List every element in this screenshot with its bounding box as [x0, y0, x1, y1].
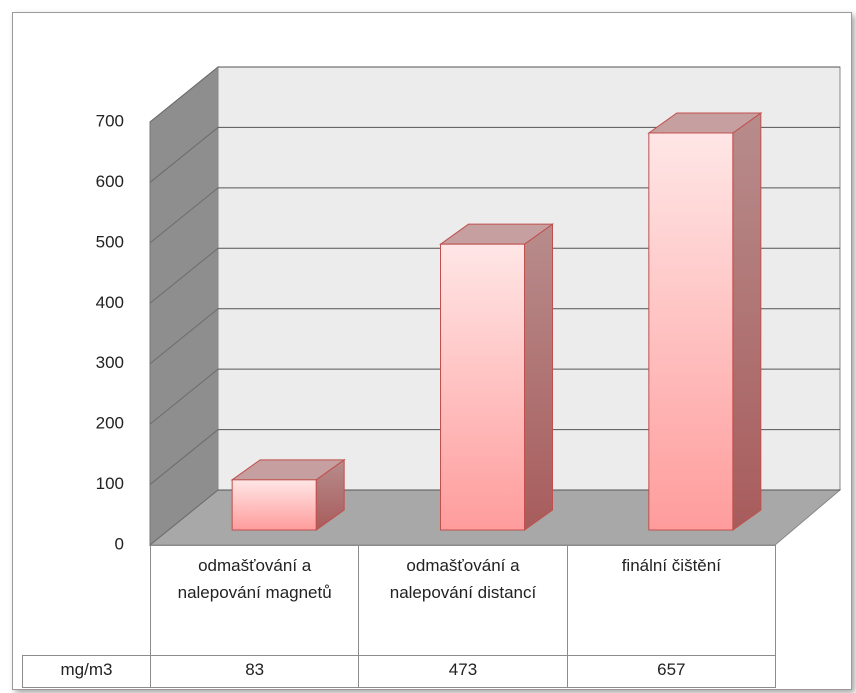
value-cell: 657 [566, 655, 776, 688]
bar [440, 243, 525, 531]
y-tick-label: 100 [96, 474, 124, 493]
y-tick-label: 200 [96, 414, 124, 433]
bar [648, 132, 734, 531]
category-label: odmašťování a nalepování magnetů [150, 545, 360, 656]
bar [231, 479, 317, 531]
grid-line-side [149, 489, 219, 546]
side-wall [149, 65, 219, 547]
grid-line-side [149, 66, 219, 123]
value-cell: 83 [150, 655, 360, 688]
y-tick-label: 400 [96, 293, 124, 312]
y-tick-label: 700 [96, 111, 124, 130]
grid-line-side [149, 187, 219, 244]
y-tick-label: 0 [115, 534, 124, 553]
y-tick-label: 300 [96, 353, 124, 372]
bar-side [524, 223, 553, 531]
y-tick-label: 600 [96, 172, 124, 191]
bar-side [732, 112, 762, 531]
series-name: mg/m3 [22, 655, 151, 688]
grid-line-side [149, 247, 219, 304]
y-tick-label: 500 [96, 232, 124, 251]
category-label: finální čištění [566, 545, 776, 656]
grid-line-side [149, 429, 219, 485]
grid-line-side [149, 368, 219, 425]
category-label: odmašťování a nalepování distancí [358, 545, 568, 656]
grid-line-side [149, 127, 219, 183]
grid-line-side [149, 308, 219, 365]
value-cell: 473 [358, 655, 568, 688]
